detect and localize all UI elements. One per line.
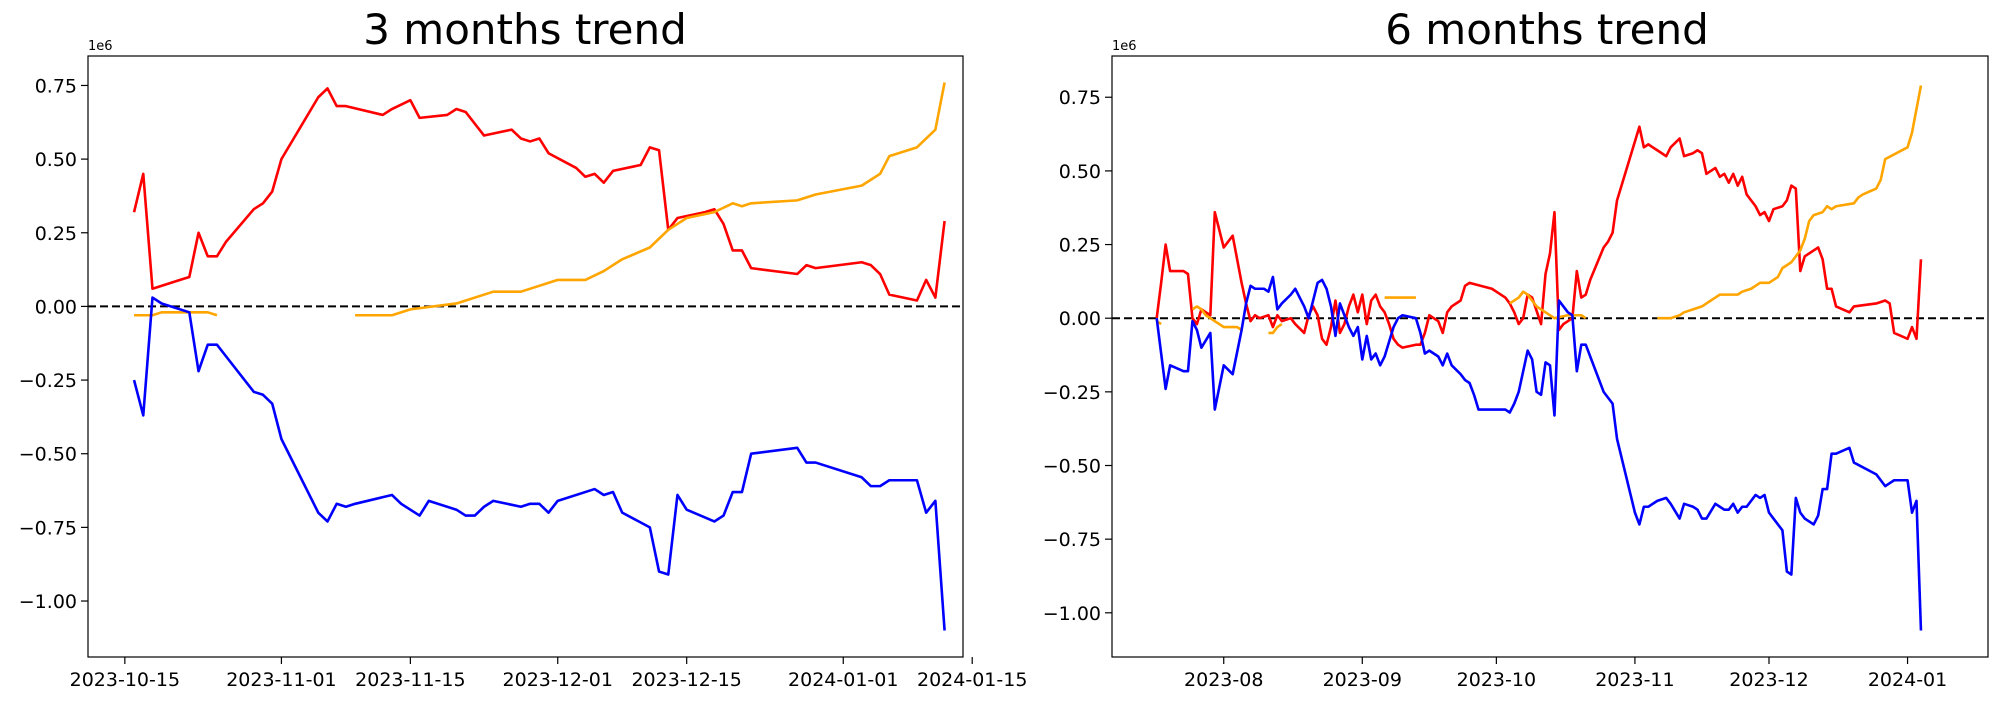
plot-area-frame xyxy=(1111,55,1989,658)
series-line-0 xyxy=(132,87,946,302)
y-tick-label: −0.50 xyxy=(19,444,77,466)
y-tick-label: 0.25 xyxy=(35,223,77,245)
x-axis-ticks: 2023-10-15 2023-11-01 2023-11-15 2023-12-01… xyxy=(70,657,1027,691)
y-axis-ticks: 0.75 0.50 0.25 0.00 −0.25 −0.50 −0.75 −1.00 xyxy=(19,75,88,613)
x-tick-label: 2023-10-15 xyxy=(70,669,180,691)
x-tick-label: 2024-01 xyxy=(1868,669,1947,691)
y-tick-label: 0.50 xyxy=(35,149,77,171)
series-line-1 xyxy=(1155,85,1923,335)
series-line-1 xyxy=(134,82,946,317)
x-tick-label: 2023-08 xyxy=(1184,669,1263,691)
x-tick-label: 2024-01-01 xyxy=(788,669,898,691)
series-line-2 xyxy=(1155,275,1923,631)
series-lines xyxy=(132,82,946,631)
y-tick-label: 0.00 xyxy=(35,296,77,318)
x-tick-label: 2023-11-15 xyxy=(355,669,465,691)
y-tick-label: 0.75 xyxy=(35,75,77,97)
chart-3-months: 3 months trend 1e6 0.75 0.50 0.25 0.00 −0.25… xyxy=(19,5,1028,691)
y-tick-label: −0.75 xyxy=(1043,529,1101,551)
x-tick-label: 2023-12-15 xyxy=(631,669,741,691)
x-tick-label: 2023-11 xyxy=(1595,669,1674,691)
y-tick-label: −1.00 xyxy=(1043,603,1101,625)
y-tick-label: 0.25 xyxy=(1059,235,1101,257)
y-axis-ticks: 0.75 0.50 0.25 0.00 −0.25 −0.50 −0.75 −1.00 xyxy=(1043,87,1112,625)
y-tick-label: −0.25 xyxy=(1043,382,1101,404)
y-tick-label: −0.75 xyxy=(19,517,77,539)
x-tick-label: 2023-09 xyxy=(1323,669,1402,691)
x-axis-ticks: 2023-08 2023-09 2023-10 2023-11 2023-12 2024-… xyxy=(1184,657,1947,691)
x-tick-label: 2023-12 xyxy=(1729,669,1808,691)
y-tick-label: 0.75 xyxy=(1059,87,1101,109)
x-tick-label: 2024-01-15 xyxy=(917,669,1027,691)
y-tick-label: −0.25 xyxy=(19,370,77,392)
y-offset-label: 1e6 xyxy=(1112,39,1137,54)
chart-title: 6 months trend xyxy=(1385,5,1709,54)
x-tick-label: 2023-12-01 xyxy=(503,669,613,691)
y-offset-label: 1e6 xyxy=(88,39,113,54)
y-tick-label: 0.50 xyxy=(1059,161,1101,183)
x-tick-label: 2023-10 xyxy=(1457,669,1536,691)
y-tick-label: −0.50 xyxy=(1043,456,1101,478)
y-tick-label: 0.00 xyxy=(1059,308,1101,330)
y-tick-label: −1.00 xyxy=(19,591,77,613)
chart-title: 3 months trend xyxy=(363,5,687,54)
series-lines xyxy=(1155,85,1923,631)
x-tick-label: 2023-11-01 xyxy=(226,669,336,691)
chart-6-months: 6 months trend 1e6 0.75 0.50 0.25 0.00 −0.25… xyxy=(1043,5,1989,691)
series-line-2 xyxy=(132,296,946,631)
plot-area-frame xyxy=(87,55,964,658)
